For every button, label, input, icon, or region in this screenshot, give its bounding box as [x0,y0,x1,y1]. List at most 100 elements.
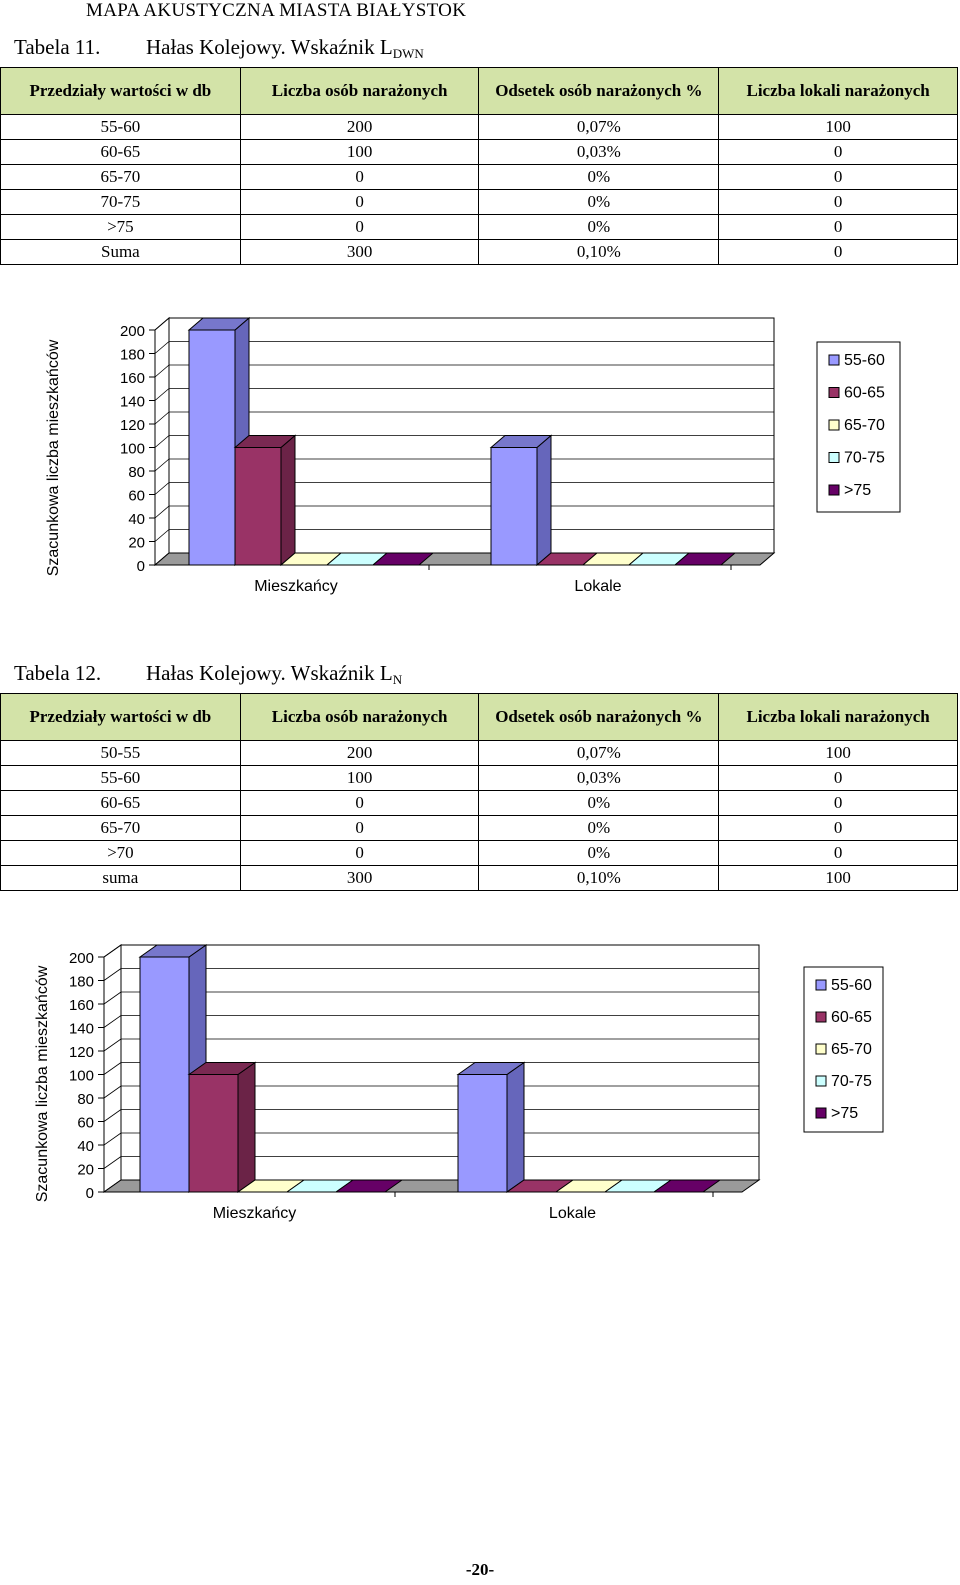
column-header: Liczba osób narażonych [239,693,480,741]
gridline-diag [154,529,170,542]
table1: Przedziały wartości w db Liczba osób nara… [0,67,958,265]
page-header: MAPA AKUSTYCZNA MIASTA BIAŁYSTOK [86,0,467,21]
bar-top [489,435,553,448]
gridline-diag [154,411,170,425]
table-row: 65-70 0 0% 0 [0,815,958,841]
table-row: 70-75 0 0% 0 [0,189,958,215]
y-tick-label: 120 [120,417,145,434]
table-cell: 100 [718,114,958,140]
gridline-diag [103,1062,122,1075]
column-header: Przedziały wartości w db [0,693,241,741]
table-cell: 0,03% [478,765,720,791]
legend-label: 55-60 [844,352,885,369]
table-cell: >70 [0,840,241,866]
legend-swatch [828,354,840,366]
table-cell: 0,03% [478,139,720,165]
table-cell: 0 [239,840,480,866]
gridline-diag [103,1156,122,1169]
table2: Przedziały wartości w db Liczba osób nara… [0,693,958,891]
table-cell: 300 [239,239,480,265]
table-row: suma 300 0,10% 100 [0,865,958,891]
category-label: Mieszkańcy [254,578,338,595]
table-cell: 200 [239,740,480,766]
bar-side [536,434,552,567]
table-cell: 65-70 [0,164,241,190]
table2-title: Tabela 12. Hałas Kolejowy. Wskaźnik LN [14,661,402,688]
table-cell: 0 [718,189,958,215]
gridline-diag [103,968,122,981]
bar-top [456,1062,526,1075]
y-tick-label: 180 [69,974,94,991]
y-axis-label: Szacunkowa liczba mieszkańców [45,339,62,576]
category-label: Lokale [549,1205,596,1222]
y-tick-label: 20 [77,1162,94,1179]
table1-title: Tabela 11. Hałas Kolejowy. Wskaźnik LDWN [14,35,424,62]
bar [188,329,236,566]
legend-label: 65-70 [831,1041,872,1058]
gridline-diag [154,435,170,448]
legend-swatch [828,484,840,496]
bar-top [371,552,435,566]
table-cell: 100 [239,765,480,791]
y-tick-label: 80 [128,464,145,481]
table2-title-main: Hałas Kolejowy. Wskaźnik L [146,661,393,685]
legend-label: 65-70 [844,417,885,434]
column-header: Odsetek osób narażonych % [478,67,720,115]
bar-side [280,434,296,567]
bar-top [334,1179,404,1193]
y-tick-label: 200 [120,323,145,340]
table-cell: 60-65 [0,790,241,816]
y-tick-label: 180 [120,347,145,364]
legend-swatch [815,1011,827,1023]
table-cell: 100 [239,139,480,165]
table-cell: 0% [478,790,720,816]
bar [457,1074,508,1193]
y-tick-label: 60 [77,1115,94,1132]
table2-header-row: Przedziały wartości w db Liczba osób nara… [0,693,958,741]
legend-swatch [815,979,827,991]
table-cell: 0 [718,239,958,265]
table-cell: 300 [239,865,480,891]
table-cell: 55-60 [0,765,241,791]
y-tick-label: 100 [69,1068,94,1085]
bar [139,956,190,1193]
y-tick-label: 100 [120,441,145,458]
bar-top [187,317,251,331]
table-cell: 0 [718,765,958,791]
column-header: Liczba osób narażonych [239,67,480,115]
gridline-diag [154,317,170,331]
gridline-diag [154,458,170,472]
page-number: -20- [465,1560,495,1579]
gridline-diag [103,991,122,1005]
bar-top [138,944,208,958]
y-tick-label: 60 [128,488,145,505]
bar [234,447,282,566]
table-cell: 0,07% [478,114,720,140]
table-cell: 0,07% [478,740,720,766]
table-row: >75 0 0% 0 [0,214,958,240]
bar-side [237,1061,256,1193]
bar-top [652,1179,722,1193]
gridline-diag [154,341,170,354]
table-cell: 0 [718,840,958,866]
legend-label: 70-75 [831,1073,872,1090]
table-cell: 200 [239,114,480,140]
legend-label: 55-60 [831,977,872,994]
column-header: Przedziały wartości w db [0,67,241,115]
table-cell: Suma [0,239,241,265]
legend-swatch [815,1107,827,1119]
table-cell: 70-75 [0,189,241,215]
table-row: 55-60 100 0,03% 0 [0,765,958,791]
table-cell: 0 [718,139,958,165]
legend-label: 70-75 [844,450,885,467]
legend-label: >75 [831,1105,858,1122]
table-cell: 60-65 [0,139,241,165]
category-label: Mieszkańcy [213,1205,297,1222]
gridline-diag [103,944,122,958]
table2-label: Tabela 12. [14,661,102,685]
table-cell: 0 [718,790,958,816]
table1-title-main: Hałas Kolejowy. Wskaźnik L [146,35,393,59]
column-header: Odsetek osób narażonych % [478,693,720,741]
table-cell: 0 [718,164,958,190]
table-cell: 0,10% [478,865,720,891]
